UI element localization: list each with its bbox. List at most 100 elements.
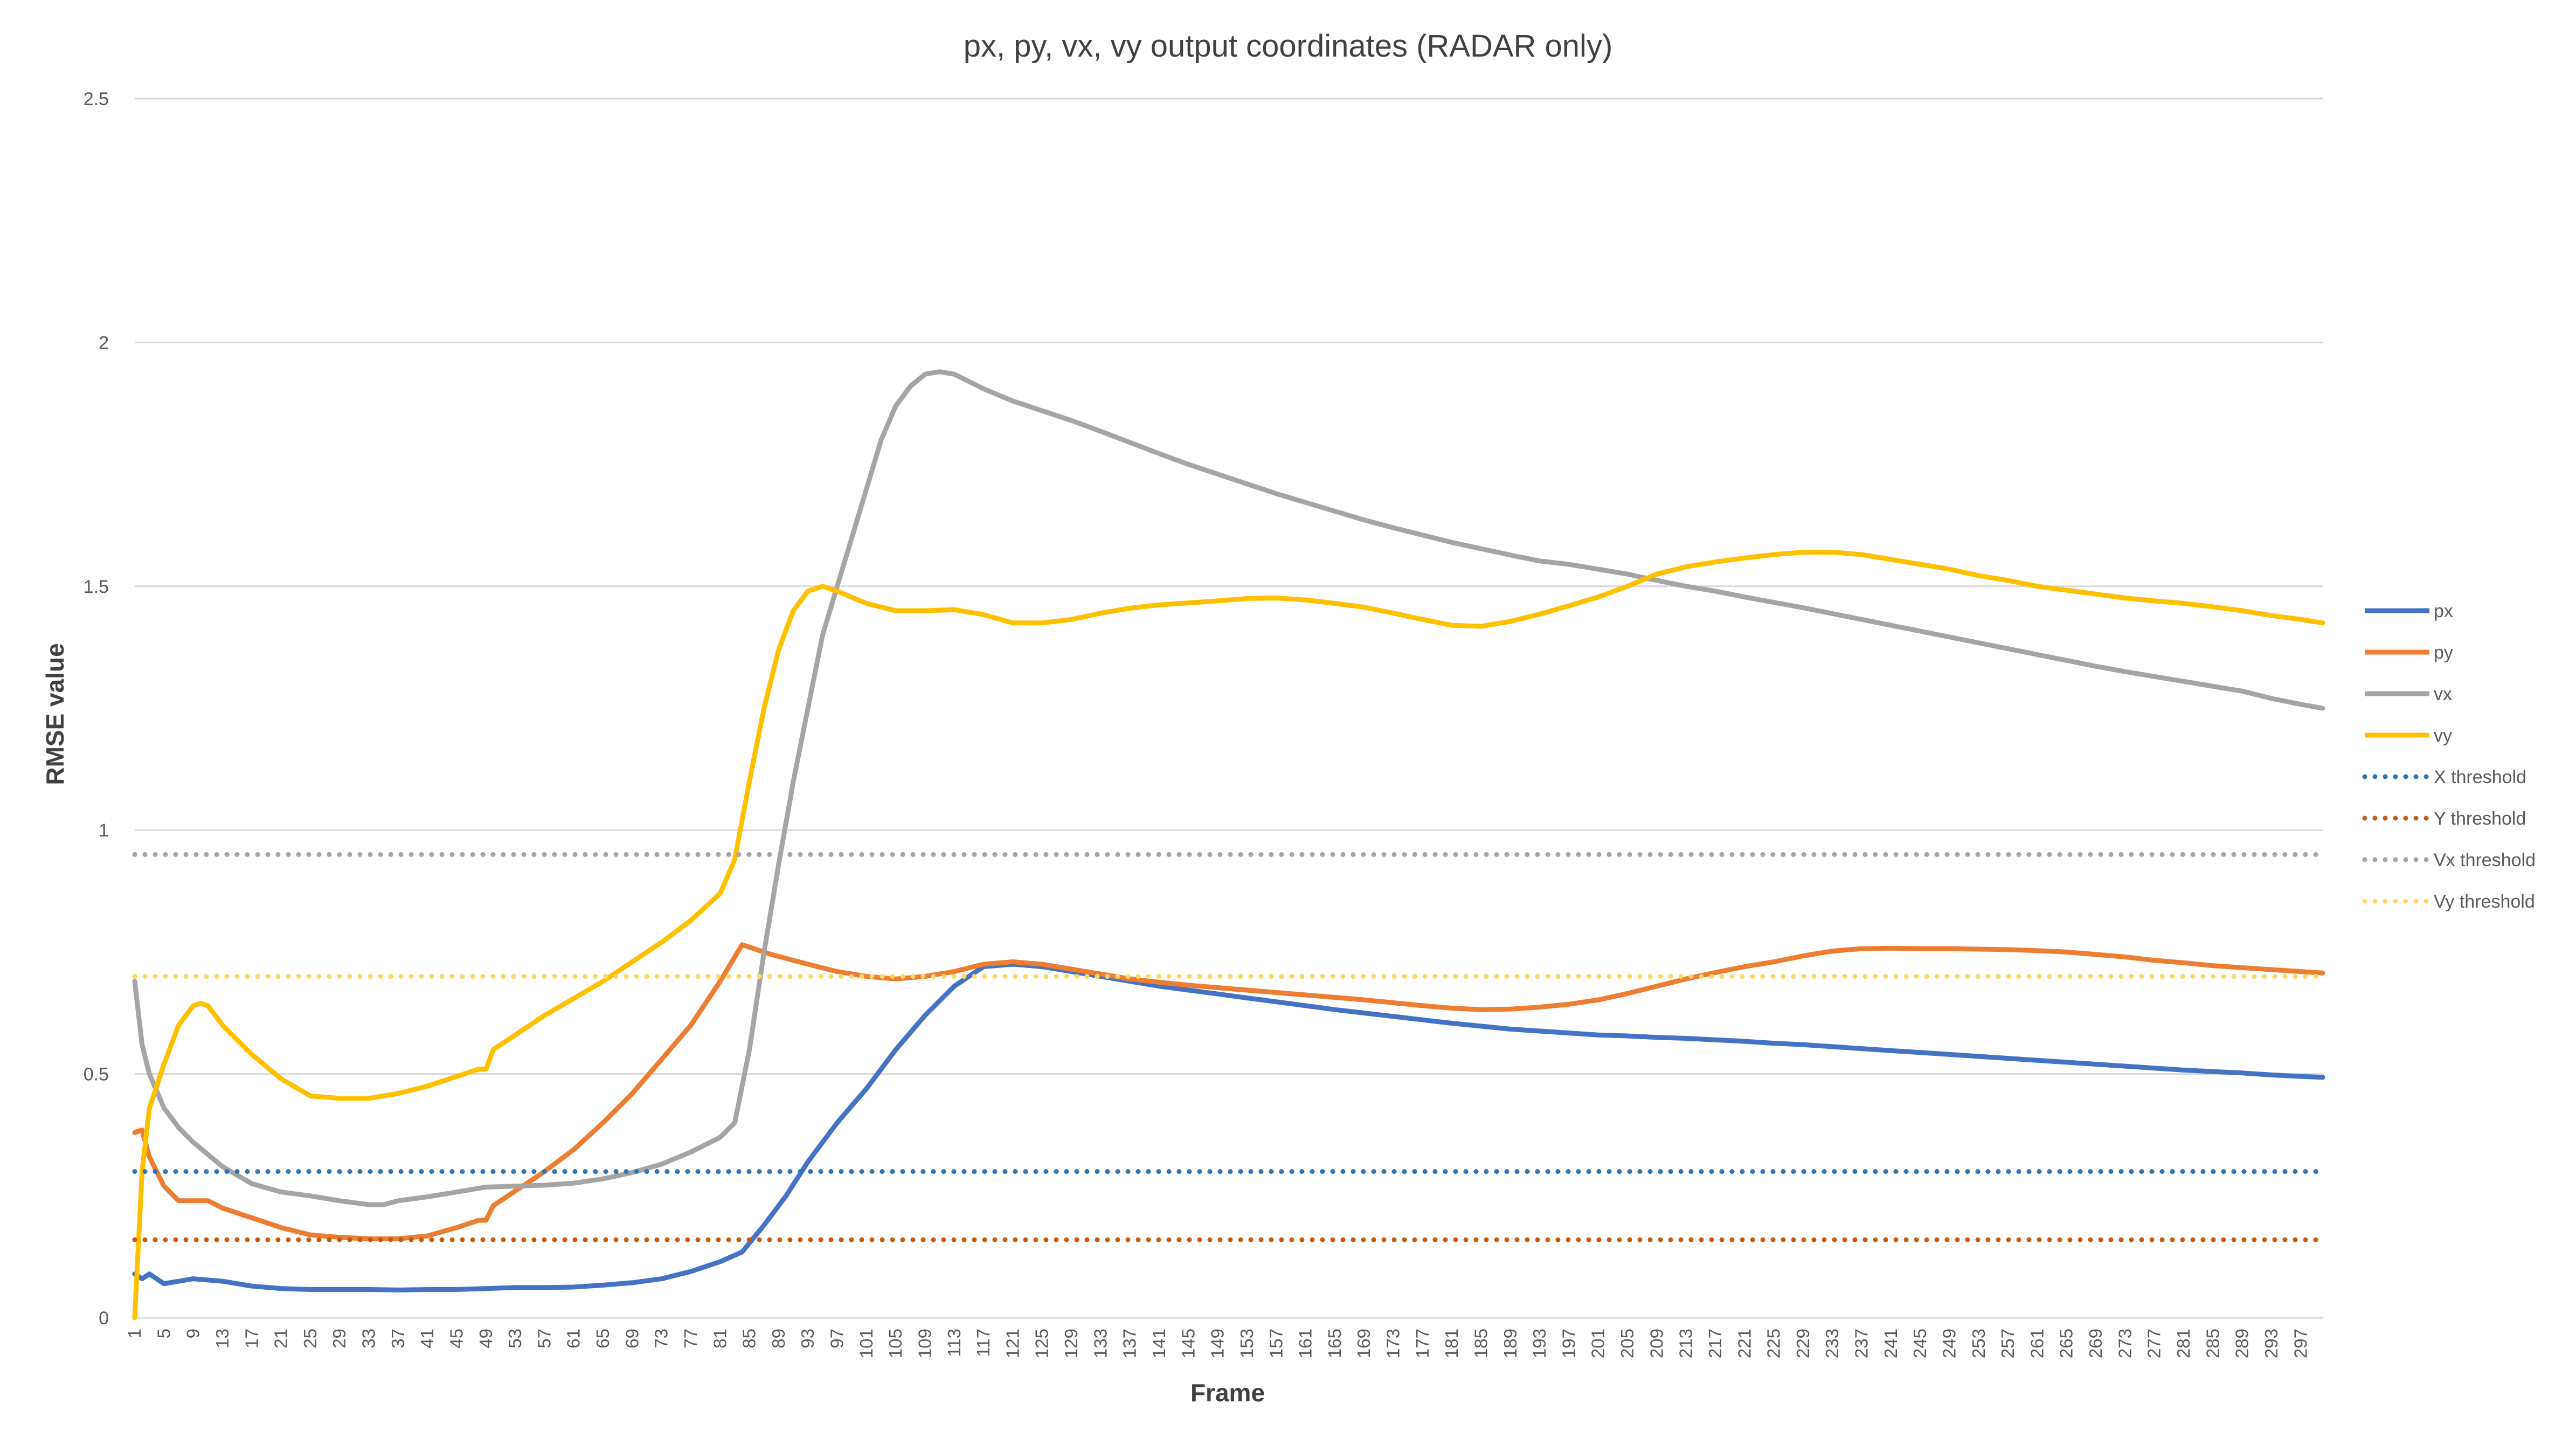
x-tick-label: 1 bbox=[124, 1329, 144, 1338]
x-tick-label: 261 bbox=[2027, 1329, 2047, 1358]
x-tick-label: 149 bbox=[1208, 1329, 1228, 1358]
x-tick-label: 77 bbox=[681, 1329, 701, 1349]
x-tick-label: 169 bbox=[1354, 1329, 1374, 1358]
x-tick-label: 165 bbox=[1325, 1329, 1345, 1358]
x-tick-label: 245 bbox=[1910, 1329, 1930, 1358]
x-tick-label: 293 bbox=[2261, 1329, 2281, 1358]
x-tick-label: 289 bbox=[2232, 1329, 2252, 1358]
x-tick-label: 297 bbox=[2290, 1329, 2310, 1358]
legend-label: px bbox=[2434, 601, 2453, 621]
x-tick-label: 13 bbox=[212, 1329, 232, 1349]
x-axis-ticks: 1 5 9 13 17 21 25 29 33 37 41 45 49 53 57 61 65 69 73 77 81 8… bbox=[124, 1329, 2310, 1358]
x-tick-label: 73 bbox=[652, 1329, 671, 1349]
y-tick-label: 1.5 bbox=[84, 577, 109, 597]
x-tick-label: 137 bbox=[1120, 1329, 1140, 1358]
x-tick-label: 205 bbox=[1617, 1329, 1637, 1358]
x-tick-label: 133 bbox=[1090, 1329, 1110, 1358]
x-tick-label: 233 bbox=[1822, 1329, 1842, 1358]
x-tick-label: 53 bbox=[505, 1329, 525, 1349]
x-tick-label: 197 bbox=[1559, 1329, 1578, 1358]
x-tick-label: 229 bbox=[1793, 1329, 1813, 1358]
x-tick-label: 185 bbox=[1471, 1329, 1491, 1358]
x-tick-label: 249 bbox=[1939, 1329, 1959, 1358]
x-tick-label: 201 bbox=[1588, 1329, 1608, 1358]
x-tick-label: 29 bbox=[329, 1329, 349, 1349]
x-tick-label: 153 bbox=[1237, 1329, 1257, 1358]
x-tick-label: 41 bbox=[417, 1329, 437, 1349]
x-tick-label: 237 bbox=[1852, 1329, 1872, 1358]
x-tick-label: 213 bbox=[1676, 1329, 1696, 1358]
x-tick-label: 33 bbox=[359, 1329, 379, 1349]
x-tick-label: 189 bbox=[1500, 1329, 1520, 1358]
y-tick-label: 2 bbox=[99, 333, 109, 353]
x-tick-label: 157 bbox=[1266, 1329, 1286, 1358]
legend-label: Y threshold bbox=[2434, 808, 2526, 829]
x-tick-label: 145 bbox=[1178, 1329, 1198, 1358]
y-tick-label: 0.5 bbox=[84, 1064, 109, 1085]
x-tick-label: 105 bbox=[885, 1329, 905, 1358]
x-tick-label: 161 bbox=[1296, 1329, 1315, 1358]
x-tick-label: 109 bbox=[915, 1329, 934, 1358]
x-tick-label: 125 bbox=[1032, 1329, 1052, 1358]
legend-label: py bbox=[2434, 642, 2453, 663]
series-line-px bbox=[132, 962, 2325, 1292]
x-tick-label: 221 bbox=[1734, 1329, 1754, 1358]
x-tick-label: 61 bbox=[564, 1329, 584, 1349]
x-tick-label: 193 bbox=[1529, 1329, 1549, 1358]
x-tick-label: 93 bbox=[798, 1329, 818, 1349]
legend-label: vy bbox=[2434, 725, 2452, 746]
x-tick-label: 141 bbox=[1149, 1329, 1169, 1358]
x-tick-label: 209 bbox=[1646, 1329, 1666, 1358]
chart-title: px, py, vx, vy output coordinates (RADAR… bbox=[964, 29, 1613, 64]
legend: px py vx vy X threshold Y threshold Vx thresho… bbox=[2362, 601, 2536, 912]
x-tick-label: 253 bbox=[1969, 1329, 1989, 1358]
x-tick-label: 269 bbox=[2086, 1329, 2106, 1358]
x-tick-label: 81 bbox=[710, 1329, 730, 1349]
x-tick-label: 265 bbox=[2056, 1329, 2076, 1358]
x-tick-label: 49 bbox=[476, 1329, 496, 1349]
x-tick-label: 45 bbox=[446, 1329, 466, 1349]
x-tick-label: 97 bbox=[827, 1329, 847, 1349]
x-tick-label: 5 bbox=[154, 1329, 174, 1338]
x-tick-label: 37 bbox=[388, 1329, 408, 1349]
series-line-vy bbox=[132, 550, 2325, 1320]
x-tick-label: 173 bbox=[1383, 1329, 1403, 1358]
gridlines bbox=[135, 98, 2323, 1319]
x-tick-label: 69 bbox=[622, 1329, 642, 1349]
x-tick-label: 65 bbox=[593, 1329, 613, 1349]
legend-label: vx bbox=[2434, 684, 2452, 704]
x-tick-label: 129 bbox=[1061, 1329, 1081, 1358]
series-line-vx bbox=[132, 369, 2325, 1207]
y-axis-ticks: 0 0.5 1 1.5 2 2.5 bbox=[84, 89, 109, 1329]
x-tick-label: 25 bbox=[300, 1329, 320, 1349]
x-axis-title: Frame bbox=[1190, 1379, 1265, 1407]
x-tick-label: 121 bbox=[1002, 1329, 1022, 1358]
legend-label: X threshold bbox=[2434, 767, 2526, 787]
x-tick-label: 85 bbox=[739, 1329, 759, 1349]
x-tick-label: 281 bbox=[2173, 1329, 2193, 1358]
x-tick-label: 225 bbox=[1764, 1329, 1784, 1358]
x-tick-label: 285 bbox=[2203, 1329, 2222, 1358]
series-lines bbox=[132, 369, 2325, 1320]
x-tick-label: 113 bbox=[944, 1329, 964, 1357]
y-tick-label: 0 bbox=[99, 1308, 109, 1329]
legend-label: Vx threshold bbox=[2434, 850, 2536, 870]
y-axis-title: RMSE value bbox=[41, 643, 69, 785]
x-tick-label: 257 bbox=[1998, 1329, 2018, 1358]
y-tick-label: 1 bbox=[99, 820, 109, 841]
x-tick-label: 101 bbox=[856, 1329, 876, 1358]
x-tick-label: 277 bbox=[2144, 1329, 2164, 1358]
x-tick-label: 241 bbox=[1881, 1329, 1901, 1358]
x-tick-label: 89 bbox=[768, 1329, 788, 1349]
x-tick-label: 21 bbox=[271, 1329, 291, 1349]
legend-label: Vy threshold bbox=[2434, 891, 2535, 912]
series-line-py bbox=[132, 942, 2325, 1241]
x-tick-label: 57 bbox=[534, 1329, 554, 1349]
x-tick-label: 181 bbox=[1442, 1329, 1462, 1358]
x-tick-label: 117 bbox=[973, 1329, 993, 1357]
x-tick-label: 273 bbox=[2115, 1329, 2135, 1358]
x-tick-label: 217 bbox=[1705, 1329, 1725, 1358]
x-tick-label: 9 bbox=[183, 1329, 203, 1338]
